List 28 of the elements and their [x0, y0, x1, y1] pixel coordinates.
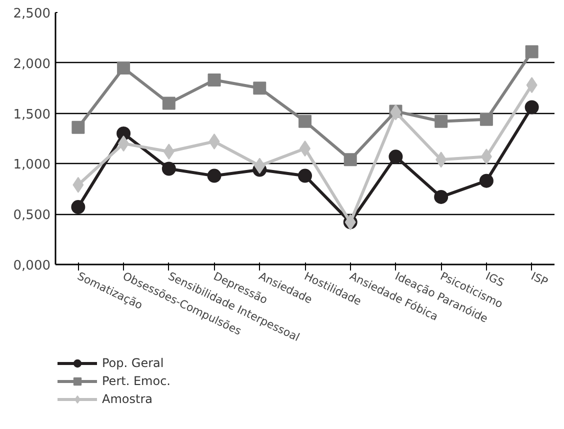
y-tick-label: 2,000: [13, 56, 50, 72]
point: [253, 82, 266, 95]
point: [162, 162, 176, 176]
point: [434, 114, 448, 128]
point: [298, 168, 312, 183]
point: [208, 74, 221, 87]
point: [434, 190, 448, 204]
x-tick-label: ISP: [528, 270, 550, 289]
legend-label: Pert. Emoc.: [102, 373, 170, 390]
point: [162, 96, 176, 110]
point: [298, 114, 312, 128]
point: [71, 200, 86, 214]
point: [480, 112, 493, 126]
legend-label: Pop. Geral: [102, 355, 164, 372]
point: [479, 174, 494, 188]
point: [72, 120, 85, 134]
y-tick-label: 0,500: [13, 208, 50, 224]
point: [525, 45, 538, 58]
point: [388, 150, 403, 164]
y-tick-label: 0,000: [13, 258, 50, 274]
point: [344, 153, 357, 166]
point: [117, 61, 130, 74]
point: [207, 168, 222, 183]
legend-label: Amostra: [102, 391, 152, 408]
y-tick-label: 1,500: [13, 107, 50, 122]
point: [524, 100, 539, 114]
y-tick-label: 2,500: [13, 6, 50, 22]
y-tick-label: 1,000: [13, 158, 50, 173]
